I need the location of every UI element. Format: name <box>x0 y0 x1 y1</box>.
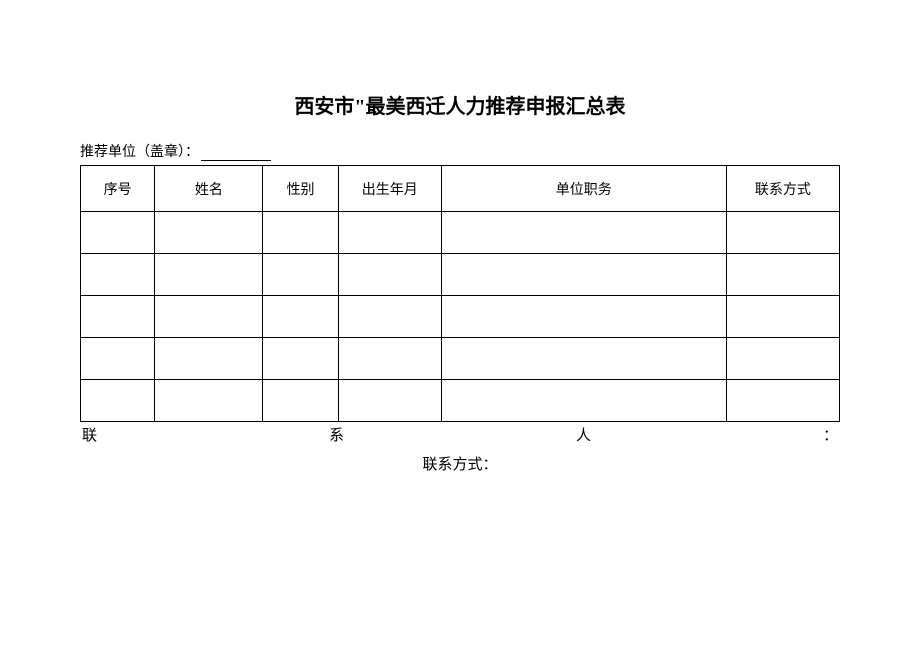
cell <box>81 380 155 422</box>
cell <box>338 212 441 254</box>
cell <box>81 296 155 338</box>
col-header-index: 序号 <box>81 166 155 212</box>
document-container: 西安市"最美西迁人力推荐申报汇总表 推荐单位（盖章）： 序号 姓名 性别 出生年… <box>0 0 920 474</box>
col-header-contact: 联系方式 <box>726 166 839 212</box>
cell <box>441 380 726 422</box>
cell <box>263 212 338 254</box>
cell <box>155 212 263 254</box>
table-header-row: 序号 姓名 性别 出生年月 单位职务 联系方式 <box>81 166 840 212</box>
cell <box>338 380 441 422</box>
subtitle-row: 推荐单位（盖章）： <box>80 141 840 161</box>
form-table: 序号 姓名 性别 出生年月 单位职务 联系方式 <box>80 165 840 422</box>
footer-char: 人 <box>576 424 591 445</box>
cell <box>81 212 155 254</box>
cell <box>726 212 839 254</box>
table-row <box>81 380 840 422</box>
cell <box>155 254 263 296</box>
cell <box>441 254 726 296</box>
cell <box>155 296 263 338</box>
table-row <box>81 296 840 338</box>
footer-contact-person: 联 系 人 ： <box>80 424 840 445</box>
table-row <box>81 212 840 254</box>
cell <box>726 254 839 296</box>
cell <box>81 254 155 296</box>
col-header-name: 姓名 <box>155 166 263 212</box>
cell <box>338 296 441 338</box>
footer-contact-method: 联系方式： <box>80 453 840 474</box>
cell <box>263 338 338 380</box>
subtitle-blank <box>201 160 271 161</box>
col-header-birth: 出生年月 <box>338 166 441 212</box>
footer-char: 系 <box>329 424 344 445</box>
cell <box>726 338 839 380</box>
cell <box>726 296 839 338</box>
table-body <box>81 212 840 422</box>
cell <box>441 338 726 380</box>
col-header-position: 单位职务 <box>441 166 726 212</box>
cell <box>263 296 338 338</box>
cell <box>263 254 338 296</box>
cell <box>155 338 263 380</box>
page-title: 西安市"最美西迁人力推荐申报汇总表 <box>80 90 840 119</box>
footer-char: ： <box>823 424 838 445</box>
cell <box>155 380 263 422</box>
cell <box>726 380 839 422</box>
table-row <box>81 254 840 296</box>
cell <box>81 338 155 380</box>
cell <box>441 296 726 338</box>
table-row <box>81 338 840 380</box>
cell <box>338 338 441 380</box>
col-header-gender: 性别 <box>263 166 338 212</box>
subtitle-label: 推荐单位（盖章）： <box>80 145 199 160</box>
cell <box>263 380 338 422</box>
footer-char: 联 <box>82 424 97 445</box>
cell <box>441 212 726 254</box>
cell <box>338 254 441 296</box>
